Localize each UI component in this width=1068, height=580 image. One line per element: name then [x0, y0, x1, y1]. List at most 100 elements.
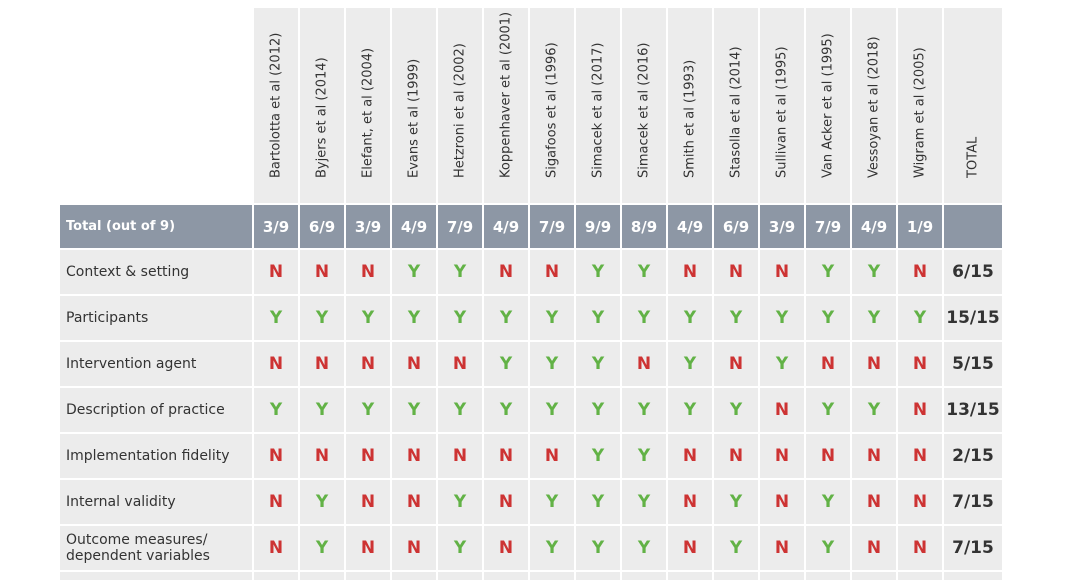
criterion-mark: Y	[438, 526, 482, 570]
criterion-mark: Y	[806, 526, 850, 570]
criterion-label: Description of practice	[60, 388, 252, 432]
criterion-mark: N	[392, 342, 436, 386]
study-column-header: Hetzroni et al (2002)	[438, 8, 482, 203]
study-score: 4/9	[668, 205, 712, 248]
next-row-cell-partial	[760, 572, 804, 580]
total-header-label: TOTAL	[965, 136, 981, 178]
criterion-mark: N	[668, 434, 712, 478]
criterion-mark: N	[714, 250, 758, 294]
criterion-label: Participants	[60, 296, 252, 340]
criterion-total: 5/15	[944, 342, 1002, 386]
criterion-mark: N	[852, 526, 896, 570]
study-score: 1/9	[898, 205, 942, 248]
criterion-mark: N	[898, 342, 942, 386]
criterion-mark: Y	[346, 296, 390, 340]
study-name: Elefant, et al (2004)	[360, 47, 376, 178]
study-score: 4/9	[392, 205, 436, 248]
criterion-mark: Y	[576, 526, 620, 570]
criterion-mark: Y	[484, 296, 528, 340]
criterion-mark: Y	[852, 296, 896, 340]
criterion-mark: Y	[576, 342, 620, 386]
criterion-mark: Y	[254, 296, 298, 340]
criterion-mark: N	[484, 526, 528, 570]
study-name: Sigafoos et al (1996)	[544, 42, 560, 178]
criterion-mark: Y	[438, 480, 482, 524]
criterion-mark: Y	[714, 526, 758, 570]
criterion-mark: Y	[898, 296, 942, 340]
study-column-header: Byjers et al (2014)	[300, 8, 344, 203]
study-name: Stasolla et al (2014)	[728, 46, 744, 178]
criterion-mark: N	[714, 434, 758, 478]
criterion-mark: Y	[438, 388, 482, 432]
criterion-mark: Y	[576, 388, 620, 432]
criterion-mark: Y	[484, 388, 528, 432]
criterion-label: Outcome measures/ dependent variables	[60, 526, 252, 570]
criterion-mark: Y	[438, 296, 482, 340]
next-row-cell-partial	[852, 572, 896, 580]
criterion-mark: N	[760, 434, 804, 478]
criterion-total: 6/15	[944, 250, 1002, 294]
criterion-mark: Y	[714, 480, 758, 524]
criterion-mark: N	[300, 250, 344, 294]
next-row-cell-partial	[668, 572, 712, 580]
criterion-mark: Y	[668, 296, 712, 340]
criterion-mark: Y	[714, 388, 758, 432]
study-score: 9/9	[576, 205, 620, 248]
study-name: Sullivan et al (1995)	[774, 46, 790, 178]
criterion-mark: N	[346, 250, 390, 294]
study-column-header: Sullivan et al (1995)	[760, 8, 804, 203]
criterion-mark: Y	[484, 342, 528, 386]
criterion-mark: N	[346, 526, 390, 570]
criterion-mark: Y	[438, 250, 482, 294]
criterion-mark: N	[254, 342, 298, 386]
criterion-mark: N	[760, 480, 804, 524]
criterion-mark: Y	[392, 250, 436, 294]
criterion-mark: N	[852, 480, 896, 524]
criterion-mark: N	[760, 526, 804, 570]
criterion-mark: Y	[852, 388, 896, 432]
criterion-mark: Y	[392, 296, 436, 340]
criterion-mark: Y	[576, 296, 620, 340]
criterion-mark: Y	[760, 342, 804, 386]
next-row-cell-partial	[484, 572, 528, 580]
criterion-mark: N	[668, 250, 712, 294]
criterion-mark: N	[898, 250, 942, 294]
criterion-mark: N	[806, 342, 850, 386]
study-score: 6/9	[300, 205, 344, 248]
next-row-cell-partial	[254, 572, 298, 580]
criterion-mark: N	[898, 526, 942, 570]
next-row-label-partial	[60, 572, 252, 580]
criterion-mark: Y	[806, 480, 850, 524]
criterion-mark: N	[254, 250, 298, 294]
study-column-header: Bartolotta et al (2012)	[254, 8, 298, 203]
criterion-mark: Y	[392, 388, 436, 432]
study-score: 4/9	[852, 205, 896, 248]
study-name: Van Acker et al (1995)	[820, 33, 836, 178]
criterion-label: Context & setting	[60, 250, 252, 294]
criterion-mark: Y	[300, 296, 344, 340]
criterion-mark: Y	[668, 388, 712, 432]
criterion-mark: N	[346, 480, 390, 524]
criterion-mark: N	[668, 526, 712, 570]
criterion-mark: Y	[576, 250, 620, 294]
criterion-label: Implementation fidelity	[60, 434, 252, 478]
criterion-mark: N	[254, 434, 298, 478]
criterion-total: 15/15	[944, 296, 1002, 340]
study-column-header: Van Acker et al (1995)	[806, 8, 850, 203]
criterion-mark: Y	[576, 480, 620, 524]
criterion-mark: Y	[530, 296, 574, 340]
next-row-total-partial	[944, 572, 1002, 580]
study-column-header: Simacek et al (2016)	[622, 8, 666, 203]
study-score: 7/9	[806, 205, 850, 248]
criterion-total: 7/15	[944, 480, 1002, 524]
criterion-mark: Y	[622, 480, 666, 524]
criterion-mark: N	[254, 480, 298, 524]
next-row-cell-partial	[438, 572, 482, 580]
criterion-mark: Y	[806, 296, 850, 340]
study-score: 6/9	[714, 205, 758, 248]
criterion-mark: N	[898, 434, 942, 478]
total-row-blank	[944, 205, 1002, 248]
criterion-mark: N	[852, 342, 896, 386]
total-column-header: TOTAL	[944, 8, 1002, 203]
